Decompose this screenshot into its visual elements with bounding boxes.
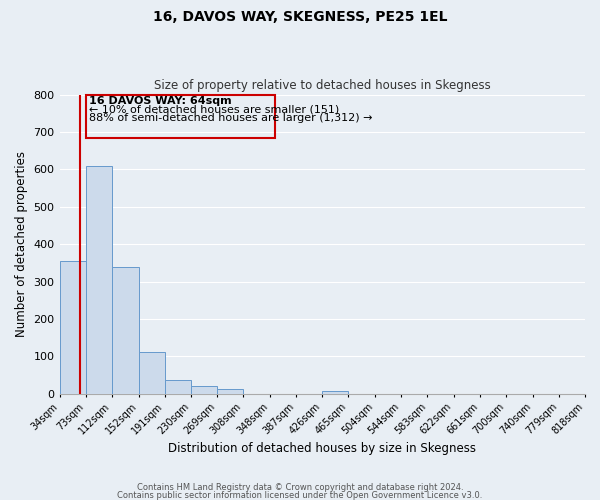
Bar: [139, 352, 165, 394]
X-axis label: Distribution of detached houses by size in Skegness: Distribution of detached houses by size …: [168, 442, 476, 455]
Text: Contains public sector information licensed under the Open Government Licence v3: Contains public sector information licen…: [118, 490, 482, 500]
Text: 16 DAVOS WAY: 64sqm: 16 DAVOS WAY: 64sqm: [89, 96, 232, 106]
Bar: [59, 261, 86, 394]
Bar: [322, 391, 349, 394]
Bar: [165, 380, 191, 394]
Text: 16, DAVOS WAY, SKEGNESS, PE25 1EL: 16, DAVOS WAY, SKEGNESS, PE25 1EL: [153, 10, 447, 24]
Bar: [191, 386, 217, 394]
Bar: [217, 389, 243, 394]
Bar: [112, 268, 139, 394]
Y-axis label: Number of detached properties: Number of detached properties: [15, 151, 28, 337]
Title: Size of property relative to detached houses in Skegness: Size of property relative to detached ho…: [154, 79, 491, 92]
Text: 88% of semi-detached houses are larger (1,312) →: 88% of semi-detached houses are larger (…: [89, 113, 373, 123]
Bar: [86, 166, 112, 394]
Text: Contains HM Land Registry data © Crown copyright and database right 2024.: Contains HM Land Registry data © Crown c…: [137, 484, 463, 492]
Bar: [86, 94, 275, 138]
Text: ← 10% of detached houses are smaller (151): ← 10% of detached houses are smaller (15…: [89, 104, 339, 115]
